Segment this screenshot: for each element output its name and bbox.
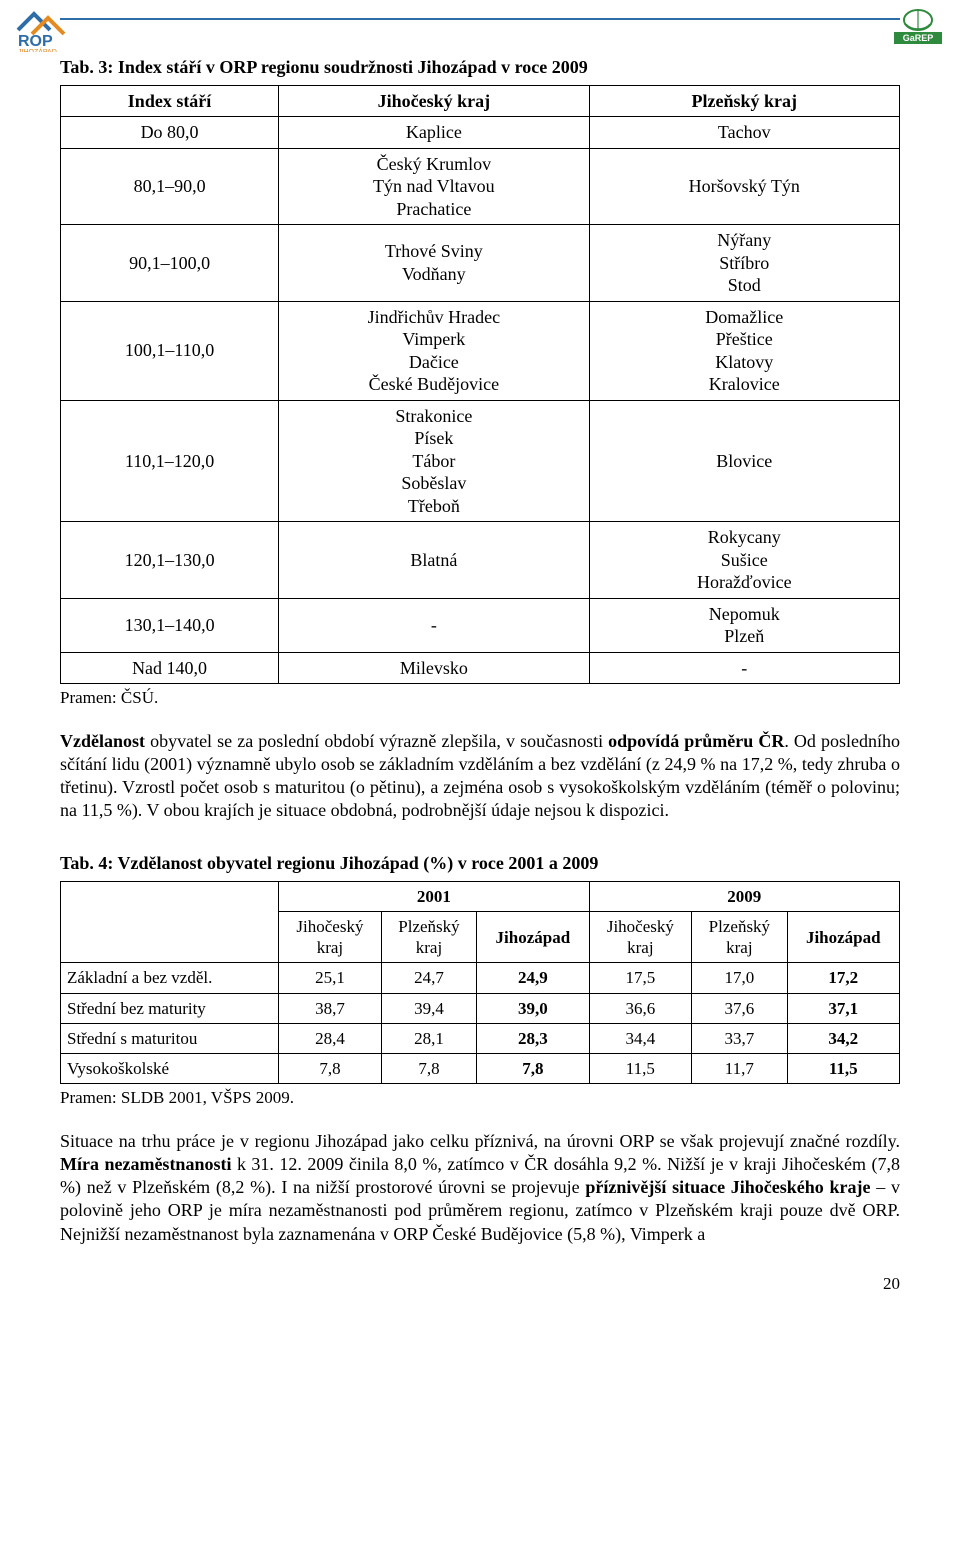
- table-cell: Tachov: [589, 117, 899, 149]
- table-cell: 34,2: [787, 1023, 899, 1053]
- table-cell: 7,8: [477, 1054, 589, 1084]
- table-row: Vysokoškolské7,87,87,811,511,711,5: [61, 1054, 900, 1084]
- table-row-label: Střední s maturitou: [61, 1023, 279, 1053]
- table-cell: 100,1–110,0: [61, 301, 279, 400]
- table-cell: StrakonicePísekTáborSoběslavTřeboň: [279, 400, 589, 522]
- table-cell: Blatná: [279, 522, 589, 599]
- table-cell: 38,7: [279, 993, 382, 1023]
- table-cell: 34,4: [589, 1023, 692, 1053]
- table4-subheader: Jihočeskýkraj: [589, 911, 692, 963]
- table3-h2: Plzeňský kraj: [589, 85, 899, 117]
- table-cell: RokycanySušiceHoražďovice: [589, 522, 899, 599]
- table-cell: 28,1: [381, 1023, 476, 1053]
- table4-subheader: Plzeňskýkraj: [692, 911, 787, 963]
- table3: Index stáří Jihočeský kraj Plzeňský kraj…: [60, 85, 900, 685]
- svg-text:GaREP: GaREP: [903, 33, 934, 43]
- table-cell: 28,4: [279, 1023, 382, 1053]
- table-row: 120,1–130,0BlatnáRokycanySušiceHoražďovi…: [61, 522, 900, 599]
- table-cell: 130,1–140,0: [61, 598, 279, 652]
- table4-year1: 2001: [279, 881, 589, 911]
- table-cell: 37,6: [692, 993, 787, 1023]
- table4: 2001 2009 JihočeskýkrajPlzeňskýkrajJihoz…: [60, 881, 900, 1085]
- table3-h1: Jihočeský kraj: [279, 85, 589, 117]
- table-cell: 11,5: [787, 1054, 899, 1084]
- garep-logo: GaREP: [888, 6, 948, 46]
- para2: Situace na trhu práce je v regionu Jihoz…: [60, 1130, 900, 1245]
- para2-seg1: Situace na trhu práce je v regionu Jihoz…: [60, 1131, 900, 1151]
- table-cell: 25,1: [279, 963, 382, 993]
- para1-seg1: Vzdělanost: [60, 731, 145, 751]
- table-cell: 90,1–100,0: [61, 225, 279, 302]
- table-cell: 7,8: [279, 1054, 382, 1084]
- para1: Vzdělanost obyvatel se za poslední obdob…: [60, 730, 900, 822]
- table3-source: Pramen: ČSÚ.: [60, 688, 900, 708]
- table-row-label: Základní a bez vzděl.: [61, 963, 279, 993]
- table-cell: DomažlicePřešticeKlatovyKralovice: [589, 301, 899, 400]
- table-cell: Jindřichův HradecVimperkDačiceČeské Budě…: [279, 301, 589, 400]
- table4-subheader: Jihočeskýkraj: [279, 911, 382, 963]
- table-cell: 110,1–120,0: [61, 400, 279, 522]
- table-cell: 11,7: [692, 1054, 787, 1084]
- table-cell: NýřanyStříbroStod: [589, 225, 899, 302]
- table-row: 110,1–120,0StrakonicePísekTáborSoběslavT…: [61, 400, 900, 522]
- rop-logo: ROP JIHOZÁPAD: [12, 4, 102, 52]
- table3-caption: Tab. 3: Index stáří v ORP regionu soudrž…: [60, 56, 900, 79]
- svg-text:ROP: ROP: [18, 33, 53, 50]
- header-rule: [60, 18, 900, 20]
- table-cell: 17,0: [692, 963, 787, 993]
- page-number: 20: [60, 1274, 900, 1294]
- table-cell: 37,1: [787, 993, 899, 1023]
- table-row: 90,1–100,0Trhové SvinyVodňanyNýřanyStříb…: [61, 225, 900, 302]
- table4-corner: [61, 881, 279, 963]
- table-cell: -: [279, 598, 589, 652]
- table-cell: Kaplice: [279, 117, 589, 149]
- table-row: Střední bez maturity38,739,439,036,637,6…: [61, 993, 900, 1023]
- table-cell: 80,1–90,0: [61, 148, 279, 225]
- table-cell: Do 80,0: [61, 117, 279, 149]
- para1-seg3: odpovídá průměru ČR: [608, 731, 784, 751]
- para2-seg2: Míra nezaměstnanosti: [60, 1154, 231, 1174]
- table-cell: 39,0: [477, 993, 589, 1023]
- table4-subheader: Plzeňskýkraj: [381, 911, 476, 963]
- table4-subheader: Jihozápad: [787, 911, 899, 963]
- table-row: Do 80,0KapliceTachov: [61, 117, 900, 149]
- table-cell: Trhové SvinyVodňany: [279, 225, 589, 302]
- table-cell: 39,4: [381, 993, 476, 1023]
- table4-subheader: Jihozápad: [477, 911, 589, 963]
- table-row: 130,1–140,0-NepomukPlzeň: [61, 598, 900, 652]
- table-row-label: Střední bez maturity: [61, 993, 279, 1023]
- table-cell: -: [589, 652, 899, 684]
- table-cell: Milevsko: [279, 652, 589, 684]
- table4-year2: 2009: [589, 881, 899, 911]
- table-cell: 17,5: [589, 963, 692, 993]
- table-cell: 7,8: [381, 1054, 476, 1084]
- table-cell: 33,7: [692, 1023, 787, 1053]
- table-cell: 24,7: [381, 963, 476, 993]
- table-cell: NepomukPlzeň: [589, 598, 899, 652]
- table-cell: Horšovský Týn: [589, 148, 899, 225]
- table3-h0: Index stáří: [61, 85, 279, 117]
- table-row: 80,1–90,0Český KrumlovTýn nad VltavouPra…: [61, 148, 900, 225]
- table-cell: 28,3: [477, 1023, 589, 1053]
- table-cell: 11,5: [589, 1054, 692, 1084]
- table-cell: 17,2: [787, 963, 899, 993]
- table-cell: Český KrumlovTýn nad VltavouPrachatice: [279, 148, 589, 225]
- table-cell: 120,1–130,0: [61, 522, 279, 599]
- para2-seg4: příznivější situace Jihočeského kraje: [585, 1177, 870, 1197]
- table-row: 100,1–110,0Jindřichův HradecVimperkDačic…: [61, 301, 900, 400]
- table-row-label: Vysokoškolské: [61, 1054, 279, 1084]
- table-row: Střední s maturitou28,428,128,334,433,73…: [61, 1023, 900, 1053]
- table-cell: Nad 140,0: [61, 652, 279, 684]
- table-cell: 36,6: [589, 993, 692, 1023]
- table-cell: 24,9: [477, 963, 589, 993]
- table-cell: Blovice: [589, 400, 899, 522]
- table-row: Základní a bez vzděl.25,124,724,917,517,…: [61, 963, 900, 993]
- para1-seg2: obyvatel se za poslední období výrazně z…: [145, 731, 608, 751]
- table4-caption: Tab. 4: Vzdělanost obyvatel regionu Jiho…: [60, 852, 900, 875]
- table4-source: Pramen: SLDB 2001, VŠPS 2009.: [60, 1088, 900, 1108]
- table-row: Nad 140,0Milevsko-: [61, 652, 900, 684]
